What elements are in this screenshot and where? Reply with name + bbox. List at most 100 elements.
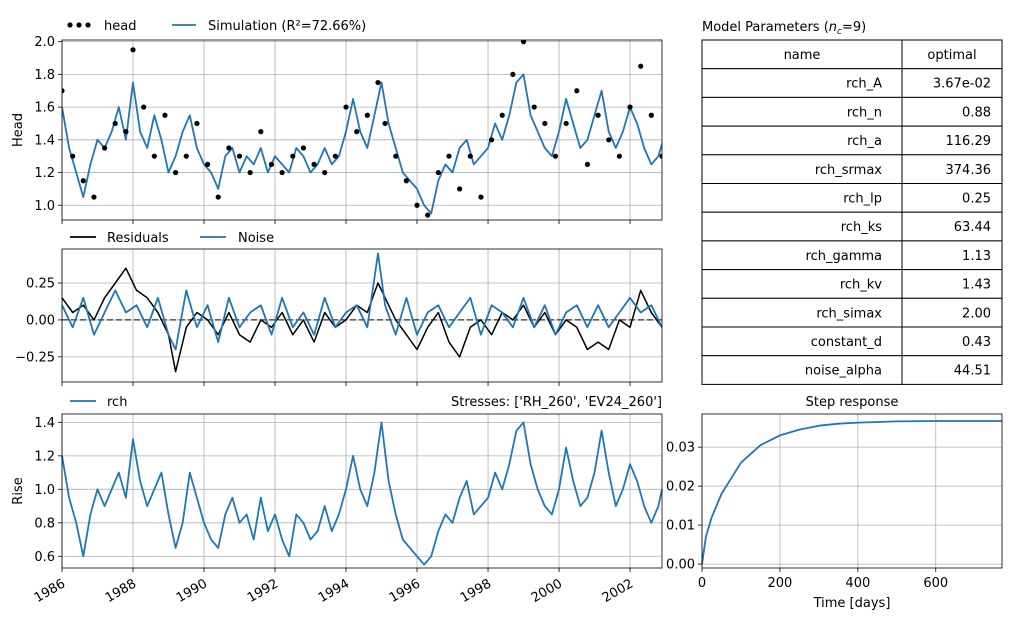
x-tick-label: 600 — [923, 576, 948, 591]
table-param-name: rch_ks — [841, 220, 882, 235]
head-point — [382, 120, 388, 127]
rch-line — [61, 421, 663, 566]
y-tick-label: −0.25 — [15, 350, 55, 365]
table-param-name: rch_gamma — [806, 249, 882, 264]
table-cell — [701, 269, 903, 299]
table-param-name: rch_lp — [843, 192, 882, 207]
y-tick-label: 1.4 — [34, 133, 55, 148]
table-param-value: 63.44 — [954, 220, 991, 235]
head-point — [236, 153, 243, 159]
x-tick-label: 200 — [768, 576, 793, 591]
table-cell — [901, 326, 1003, 357]
table-param-value: 374.36 — [946, 163, 992, 178]
table-header-name: name — [784, 48, 821, 63]
x-tick-label: 0 — [698, 576, 706, 591]
table-param-value: 0.25 — [962, 192, 991, 207]
head-point — [70, 153, 76, 159]
legend-label-simulation: Simulation (R²=72.66%) — [208, 19, 366, 34]
rch-ylabel: Rise — [11, 477, 26, 504]
head-point — [627, 104, 633, 110]
table-param-name: rch_kv — [840, 278, 882, 293]
head-point — [375, 79, 381, 86]
head-point — [659, 153, 662, 159]
head-point — [446, 153, 452, 159]
table-param-value: 3.67e-02 — [933, 77, 991, 92]
head-point — [322, 169, 328, 176]
head-point — [204, 161, 211, 167]
table-cell — [901, 240, 1003, 271]
residuals-line — [61, 267, 663, 373]
head-point — [300, 145, 307, 151]
table-param-name: noise_alpha — [805, 364, 882, 379]
legend-label-rch: rch — [107, 395, 127, 410]
table-param-value: 44.51 — [954, 364, 991, 379]
y-tick-label: 0.25 — [26, 276, 55, 291]
head-data — [62, 40, 662, 218]
y-tick-label: 2.0 — [34, 35, 55, 50]
table-param-name: rch_srmax — [815, 163, 882, 178]
head-point — [531, 104, 537, 110]
legend-marker-head — [67, 22, 73, 28]
y-tick-label: 1.2 — [34, 449, 55, 464]
step-line — [701, 420, 1002, 565]
stresses-label: Stresses: ['RH_260', 'EV24_260'] — [451, 395, 662, 410]
table-cell — [701, 39, 903, 70]
noise-line — [61, 252, 663, 351]
step-title: Step response — [806, 395, 899, 410]
table-cell — [901, 68, 1003, 98]
head-point — [520, 40, 527, 45]
step-frame — [701, 413, 1003, 569]
rch-axes: 0.6 0.8 1.0 1.2 1.4 Rise 1986 1988 1990 1992 1994 1… — [11, 395, 663, 606]
table-cell — [901, 355, 1003, 385]
head-point — [151, 153, 157, 159]
table-cell — [901, 39, 1003, 70]
residuals-legend: Residuals Noise — [70, 231, 274, 246]
head-point — [258, 129, 264, 135]
head-point — [584, 161, 591, 167]
rch-frame — [61, 413, 663, 569]
head-point — [425, 212, 431, 218]
legend-marker-head — [76, 22, 82, 28]
table-param-value: 2.00 — [962, 306, 991, 321]
params-title: Model Parameters (nc=9) — [702, 20, 866, 37]
head-point — [563, 120, 569, 127]
table-cell — [701, 154, 903, 185]
head-point — [638, 63, 644, 69]
y-tick-label: 1.6 — [34, 101, 55, 116]
head-point — [552, 153, 559, 159]
head-point — [162, 112, 168, 118]
table-cell — [701, 68, 903, 98]
head-legend: head Simulation (R²=72.66%) — [67, 19, 366, 34]
params-table: Model Parameters (nc=9) name optimal rch_A 3… — [701, 20, 1003, 385]
head-point — [542, 120, 548, 127]
x-tick-label: 1994 — [316, 576, 352, 606]
x-tick-label: 2000 — [529, 576, 565, 606]
residuals-axes: 0.25 0.00 −0.25 Residuals Noise — [15, 231, 663, 386]
y-tick-label: 1.0 — [34, 483, 55, 498]
head-point — [510, 71, 516, 77]
step-xlabel: Time [days] — [813, 596, 891, 611]
table-cell — [701, 240, 903, 271]
table-cell — [701, 211, 903, 242]
legend-marker-head — [85, 22, 91, 28]
head-point — [393, 153, 399, 159]
head-point — [343, 104, 349, 110]
head-point — [130, 47, 136, 53]
head-ylabel: Head — [11, 113, 26, 147]
table-param-name: rch_A — [846, 77, 882, 92]
head-point — [80, 178, 86, 184]
head-point — [226, 145, 232, 151]
head-point — [268, 161, 275, 167]
y-tick-label: 0.01 — [666, 519, 695, 534]
residuals-frame — [61, 248, 663, 383]
x-tick-label: 1998 — [458, 576, 494, 606]
head-point — [435, 169, 441, 176]
head-point — [183, 153, 189, 159]
table-cell — [901, 269, 1003, 299]
table-param-name: rch_a — [847, 134, 882, 149]
head-point — [499, 112, 505, 118]
y-tick-label: 1.2 — [34, 166, 55, 181]
table-param-name: rch_simax — [816, 306, 882, 321]
table-param-value: 0.43 — [962, 335, 991, 350]
